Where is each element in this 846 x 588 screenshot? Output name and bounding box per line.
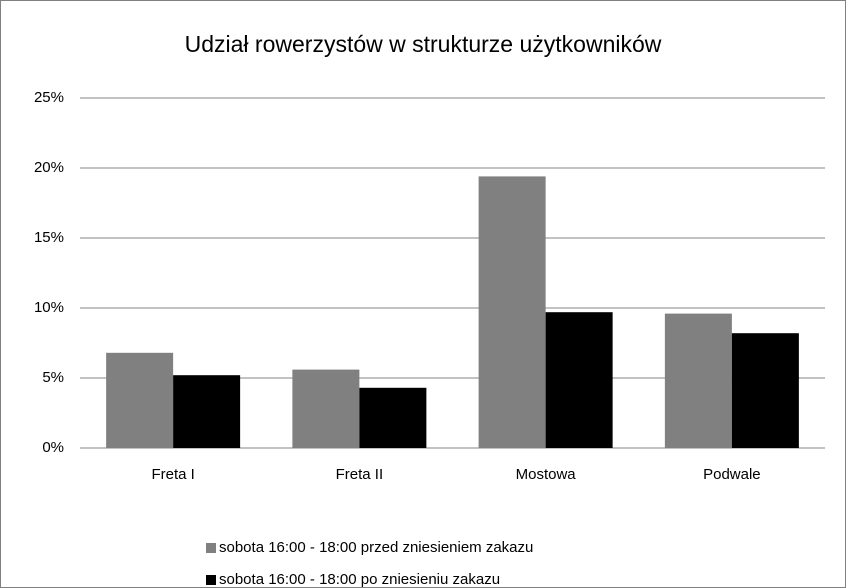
y-tick-label: 20% xyxy=(34,159,64,176)
bar xyxy=(173,375,241,448)
legend-swatch xyxy=(206,575,216,585)
x-tick-label: Mostowa xyxy=(516,466,577,483)
y-tick-label: 10% xyxy=(34,299,64,316)
y-tick-label: 25% xyxy=(34,89,64,106)
bar xyxy=(545,312,613,448)
bar xyxy=(292,369,360,448)
bar xyxy=(106,352,174,448)
y-tick-label: 5% xyxy=(42,369,64,386)
legend-swatch xyxy=(206,543,216,553)
x-tick-label: Freta I xyxy=(151,466,194,483)
x-tick-label: Freta II xyxy=(336,466,384,483)
chart-title: Udział rowerzystów w strukturze użytkown… xyxy=(185,31,662,57)
legend-label: sobota 16:00 - 18:00 po zniesieniu zakaz… xyxy=(219,571,500,588)
legend-label: sobota 16:00 - 18:00 przed zniesieniem z… xyxy=(219,539,533,556)
bar xyxy=(478,176,546,448)
bar xyxy=(359,387,427,448)
x-tick-label: Podwale xyxy=(703,466,761,483)
y-tick-label: 0% xyxy=(42,439,64,456)
bar xyxy=(664,313,732,448)
y-tick-label: 15% xyxy=(34,229,64,246)
bar xyxy=(731,333,799,448)
